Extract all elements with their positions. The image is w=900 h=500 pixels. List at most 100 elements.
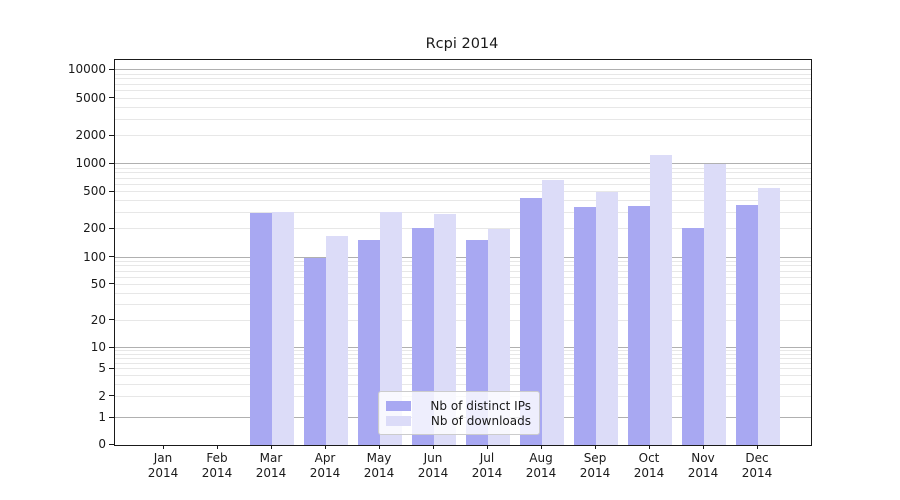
minor-gridline [115, 260, 811, 262]
x-tick-label: Feb 2014 [201, 451, 233, 480]
y-tick-mark [109, 256, 114, 257]
x-tick-mark [487, 445, 488, 449]
bar-group [682, 164, 726, 445]
y-tick-label: 10000 [67, 62, 106, 77]
y-tick-label: 10 [90, 340, 106, 355]
legend-row: Nb of downloads [386, 413, 531, 428]
x-tick-label: Apr 2014 [309, 451, 341, 480]
major-gridline [115, 347, 811, 348]
x-tick-mark [163, 445, 164, 449]
minor-gridline [115, 383, 811, 385]
x-tick-mark [649, 445, 650, 449]
bar-downloads [434, 214, 456, 445]
bar-downloads [272, 212, 294, 445]
major-gridline [115, 256, 811, 258]
y-tick-label: 5000 [75, 90, 106, 105]
legend-row: Nb of distinct IPs [386, 398, 531, 413]
bar-group [628, 154, 672, 445]
bar-group [736, 187, 780, 445]
minor-gridline [115, 78, 811, 80]
bar-group [250, 212, 294, 445]
x-tick-label: Jun 2014 [417, 451, 449, 480]
minor-gridline [115, 118, 811, 120]
y-tick-mark [109, 162, 114, 164]
y-tick-label: 20 [90, 312, 106, 327]
x-tick-mark [271, 445, 272, 449]
y-tick-label: 5 [98, 361, 106, 376]
major-gridline [115, 163, 811, 165]
x-tick-mark [757, 445, 758, 449]
x-tick-label: Aug 2014 [525, 451, 557, 480]
minor-gridline [115, 90, 811, 92]
minor-gridline [115, 177, 811, 179]
minor-gridline [115, 73, 811, 75]
bar-group [304, 236, 348, 445]
minor-gridline [115, 292, 811, 294]
y-tick-label: 1000 [75, 156, 106, 171]
x-tick-label: Dec 2014 [741, 451, 773, 480]
y-tick-mark [109, 416, 114, 418]
plot-area [114, 59, 812, 446]
bar-distinct-ips [520, 197, 542, 445]
minor-gridline [115, 374, 811, 376]
x-tick-mark [703, 445, 704, 449]
x-tick-label: Oct 2014 [633, 451, 665, 480]
x-tick-label: Jan 2014 [147, 451, 179, 480]
bar-downloads [758, 187, 780, 445]
x-tick-label: May 2014 [363, 451, 395, 480]
bar-downloads [326, 236, 348, 445]
bar-distinct-ips [250, 213, 272, 445]
minor-gridline [115, 319, 811, 321]
minor-gridline [115, 283, 811, 285]
minor-gridline [115, 228, 811, 230]
x-tick-label: Sep 2014 [579, 451, 611, 480]
y-tick-mark [109, 97, 114, 99]
x-tick-mark [379, 445, 380, 449]
bar-group [412, 214, 456, 445]
y-tick-mark [109, 319, 114, 321]
y-tick-label: 2 [98, 388, 106, 403]
y-tick-mark [109, 395, 114, 397]
minor-gridline [115, 368, 811, 370]
bar-downloads [704, 164, 726, 445]
minor-gridline [115, 353, 811, 355]
minor-gridline [115, 276, 811, 278]
y-tick-mark [109, 443, 114, 445]
x-tick-label: Mar 2014 [255, 451, 287, 480]
minor-gridline [115, 265, 811, 267]
bar-distinct-ips [574, 206, 596, 445]
bar-downloads [596, 192, 618, 445]
x-tick-mark [325, 445, 326, 449]
legend-swatch-downloads [386, 415, 411, 426]
minor-gridline [115, 97, 811, 99]
bar-distinct-ips [304, 257, 326, 445]
minor-gridline [115, 350, 811, 352]
x-tick-mark [433, 445, 434, 449]
bar-distinct-ips [736, 205, 758, 445]
minor-gridline [115, 106, 811, 108]
y-tick-mark [109, 227, 114, 229]
y-tick-label: 200 [83, 221, 106, 236]
y-tick-mark [109, 190, 114, 192]
y-tick-mark [109, 346, 114, 348]
y-tick-label: 1 [98, 410, 106, 424]
legend-swatch-distinct-ips [386, 400, 411, 411]
y-tick-label: 500 [83, 184, 106, 199]
minor-gridline [115, 270, 811, 272]
bar-distinct-ips [628, 205, 650, 445]
x-tick-mark [541, 445, 542, 449]
chart-title: Rcpi 2014 [425, 36, 499, 52]
legend-label-downloads: Nb of downloads [430, 413, 531, 428]
y-tick-mark [109, 283, 114, 285]
bar-distinct-ips [412, 227, 434, 445]
y-tick-mark [109, 68, 114, 70]
legend-label-distinct-ips: Nb of distinct IPs [430, 398, 531, 413]
bar-downloads [542, 179, 564, 445]
bar-group [574, 192, 618, 445]
x-tick-label: Nov 2014 [687, 451, 719, 480]
bar-downloads [380, 212, 402, 445]
bar-downloads [650, 154, 672, 445]
bar-distinct-ips [682, 227, 704, 445]
y-tick-mark [109, 134, 114, 136]
